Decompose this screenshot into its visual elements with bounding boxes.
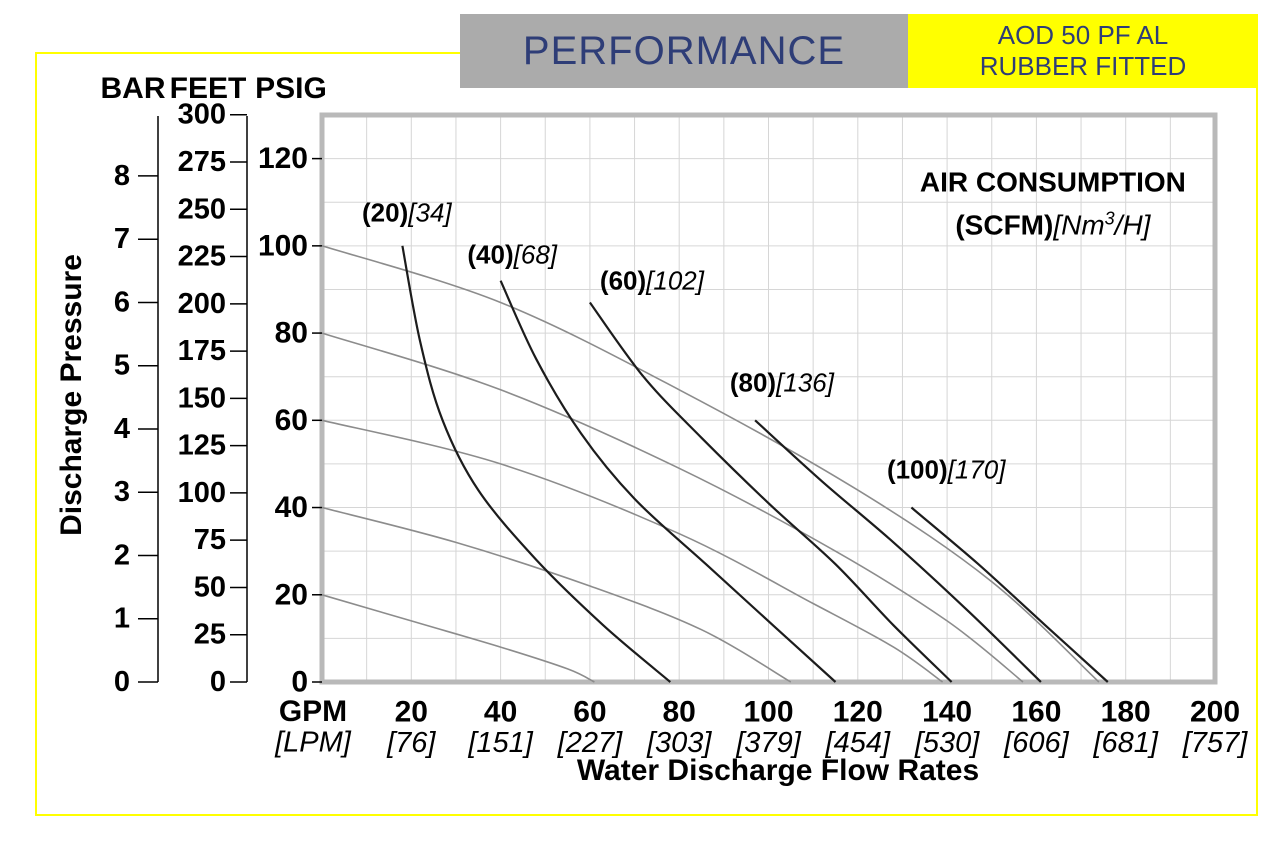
feet-tick-label: 150	[178, 382, 226, 414]
page-title: PERFORMANCE	[522, 28, 846, 73]
lpm-tick-label: [530]	[914, 727, 980, 759]
feet-tick-label: 225	[178, 241, 226, 273]
air-curve-label-100scfm: (100)[170]	[886, 454, 1006, 485]
gpm-tick-label: 160	[1011, 696, 1061, 729]
gpm-tick-label: 40	[484, 696, 517, 729]
bar-tick-label: 4	[114, 413, 130, 445]
bar-tick-label: 3	[114, 476, 130, 508]
feet-tick-label: 100	[178, 477, 226, 509]
gpm-tick-label: 20	[395, 696, 428, 729]
psig-tick-label: 0	[291, 666, 308, 699]
model-name-line1: AOD 50 PF AL	[997, 20, 1169, 50]
feet-tick-label: 250	[178, 193, 226, 225]
air-consumption-curve-20scfm	[401, 245, 672, 683]
psig-tick-label: 120	[258, 142, 308, 175]
pressure-curve-60psig	[321, 419, 944, 683]
plot-border	[319, 112, 1218, 685]
pressure-curve-100psig	[321, 245, 1100, 683]
bar-tick-label: 0	[114, 666, 130, 698]
air-curve-label-20scfm: (20)[34]	[362, 197, 452, 228]
performance-header-box: PERFORMANCE	[460, 14, 908, 88]
gpm-tick-label: 180	[1101, 696, 1151, 729]
x-axis-unit-primary: GPM	[278, 695, 348, 728]
bar-tick-label: 5	[114, 350, 130, 382]
air-consumption-annotation: AIR CONSUMPTION (SCFM)[Nm3/H]	[920, 165, 1186, 244]
air-consumption-line2: (SCFM)[Nm3/H]	[955, 208, 1151, 242]
feet-tick-label: 25	[194, 619, 226, 651]
air-consumption-curve-100scfm	[910, 506, 1109, 683]
pressure-curve-40psig	[321, 506, 792, 683]
air-consumption-line1: AIR CONSUMPTION	[919, 166, 1186, 198]
gpm-tick-label: 120	[833, 696, 883, 729]
lpm-tick-label: [681]	[1092, 727, 1158, 759]
bar-tick-label: 7	[114, 223, 130, 255]
lpm-tick-label: [151]	[467, 727, 533, 759]
psig-tick-label: 40	[275, 491, 308, 524]
feet-tick-label: 175	[178, 335, 226, 367]
air-curve-label-60scfm: (60)[102]	[599, 265, 704, 296]
gpm-tick-label: 200	[1190, 696, 1240, 729]
gpm-tick-label: 140	[922, 696, 972, 729]
model-name-line2: RUBBER FITTED	[979, 51, 1187, 81]
bar-tick-label: 8	[114, 160, 130, 192]
gpm-tick-label: 60	[573, 696, 606, 729]
feet-tick-label: 125	[178, 430, 226, 462]
air-consumption-curve-80scfm	[754, 419, 1042, 683]
feet-axis-header: FEET	[169, 72, 247, 105]
feet-tick-label: 75	[194, 524, 226, 556]
lpm-tick-label: [379]	[735, 727, 801, 759]
pressure-curve-80psig	[321, 332, 1024, 683]
air-consumption-curve-40scfm	[499, 280, 837, 683]
gpm-tick-label: 100	[743, 696, 793, 729]
lpm-tick-label: [757]	[1182, 727, 1248, 759]
x-axis-unit-secondary: [LPM]	[275, 726, 351, 759]
air-curve-label-80scfm: (80)[136]	[729, 367, 834, 398]
psig-tick-label: 20	[275, 578, 308, 611]
lpm-tick-label: [454]	[825, 727, 891, 759]
feet-tick-label: 0	[210, 666, 226, 698]
feet-tick-label: 50	[194, 571, 226, 603]
feet-tick-label: 275	[178, 146, 226, 178]
gpm-tick-label: 80	[663, 696, 696, 729]
bar-tick-label: 1	[114, 603, 130, 635]
psig-tick-label: 60	[275, 404, 308, 437]
feet-tick-label: 300	[178, 99, 226, 131]
lpm-tick-label: [76]	[386, 727, 436, 759]
feet-tick-label: 200	[178, 288, 226, 320]
psig-axis-header: PSIG	[255, 72, 327, 105]
lpm-tick-label: [606]	[1003, 727, 1069, 759]
lpm-tick-label: [227]	[557, 727, 623, 759]
bar-axis-header: BAR	[100, 72, 166, 105]
bar-tick-label: 2	[114, 539, 130, 571]
pressure-curve-20psig	[321, 594, 595, 683]
psig-tick-label: 100	[258, 229, 308, 262]
bar-tick-label: 6	[114, 286, 130, 318]
psig-tick-label: 80	[275, 317, 308, 350]
lpm-tick-label: [303]	[646, 727, 712, 759]
x-axis-title: Water Discharge Flow Rates	[576, 754, 980, 787]
air-curve-label-40scfm: (40)[68]	[467, 239, 558, 270]
air-consumption-curve-60scfm	[589, 301, 953, 683]
model-header-box: AOD 50 PF AL RUBBER FITTED	[908, 14, 1258, 88]
